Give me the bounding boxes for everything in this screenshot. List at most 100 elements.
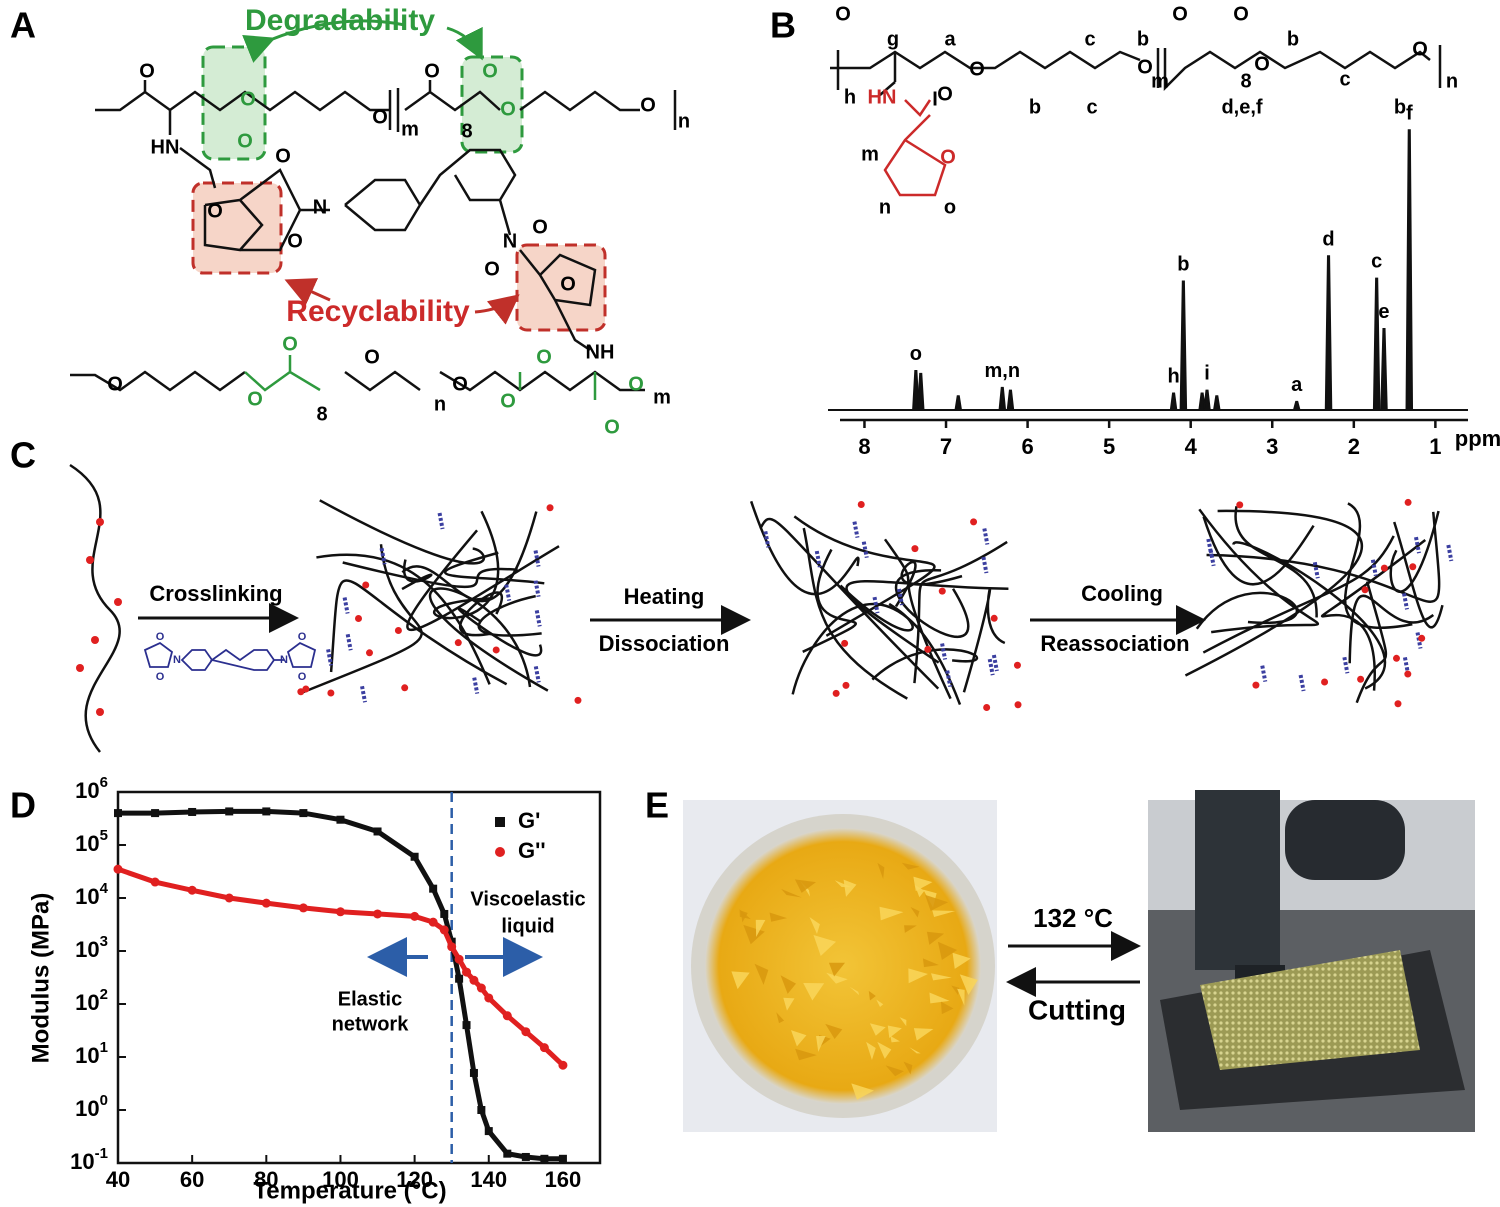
reactive-site <box>832 689 840 697</box>
data-point <box>299 809 308 818</box>
photo-detail <box>816 1035 826 1052</box>
data-point <box>469 975 479 985</box>
x-tick-label: 2 <box>1348 434 1360 459</box>
atom-label: b <box>1137 28 1149 50</box>
tick-base: 10 <box>75 1043 99 1068</box>
polymer-chain <box>871 648 979 681</box>
data-point <box>454 954 464 964</box>
photo-detail <box>776 1012 785 1024</box>
atom-label: n <box>879 196 891 218</box>
atom-label: O <box>1233 3 1249 25</box>
plot-frame <box>116 790 602 1165</box>
photo-detail <box>869 1023 886 1036</box>
reactive-site <box>1392 654 1400 662</box>
data-point <box>447 942 457 952</box>
photo-detail <box>813 934 837 957</box>
atom-label: O <box>484 258 500 280</box>
tick-base: 10 <box>75 937 99 962</box>
arrow <box>284 278 331 306</box>
panel-e: 132 °C Cutting <box>683 790 1475 1132</box>
crosslink <box>991 654 999 672</box>
photo-detail <box>743 924 765 945</box>
reactive-site <box>1380 564 1388 572</box>
data-point <box>428 917 438 927</box>
data-point <box>114 809 122 818</box>
crosslink <box>852 521 860 539</box>
data-point <box>502 1011 512 1021</box>
crosslink <box>472 677 480 694</box>
photo-detail <box>957 988 965 1006</box>
crosslink <box>533 665 541 683</box>
tick-exponent: 3 <box>100 933 108 950</box>
crosslink <box>1446 544 1454 562</box>
peak <box>1380 328 1388 411</box>
highlight-box <box>201 45 267 161</box>
x-axis-title: Temperature (°C) <box>253 1177 446 1204</box>
peak-label: b <box>1177 253 1189 275</box>
atom-label: O <box>969 58 985 80</box>
step-label: Dissociation <box>599 631 730 656</box>
polymer-chain <box>1206 511 1441 603</box>
polymer-chain <box>845 580 1009 664</box>
polymer-chain <box>1320 538 1427 691</box>
reactive-site <box>1394 700 1402 708</box>
peak-label: m,n <box>985 360 1021 382</box>
peak <box>1169 392 1178 411</box>
photo-detail <box>1195 790 1280 970</box>
data-point <box>410 852 419 861</box>
reactive-site <box>924 645 932 653</box>
photo-detail <box>849 986 860 996</box>
peak-label: o <box>910 343 922 365</box>
data-point <box>484 1127 493 1136</box>
polymer-chain <box>1184 509 1364 677</box>
panel-label: E <box>645 785 669 826</box>
data-point <box>113 864 123 874</box>
atom-label: O <box>107 373 123 395</box>
atom-label: O <box>287 230 303 252</box>
peak-label: a <box>1291 374 1303 396</box>
crosslink <box>1342 656 1350 674</box>
x-tick-label: 6 <box>1021 434 1033 459</box>
atom-label: HN <box>868 86 897 108</box>
data-point <box>558 1060 568 1070</box>
atom-label: m <box>401 118 419 140</box>
atom-label: O <box>247 388 263 410</box>
legend-label: G'' <box>518 838 546 863</box>
atom-label: n <box>678 110 690 132</box>
atom-label: N <box>280 654 288 666</box>
reactive-site <box>546 504 554 512</box>
atom-label: O <box>298 671 307 683</box>
photo-detail <box>913 876 933 892</box>
crosslink <box>1402 657 1410 674</box>
peak <box>1006 389 1015 411</box>
polymer-chain <box>894 569 970 639</box>
photo-detail <box>952 952 971 969</box>
atom-label: O <box>452 373 468 395</box>
photo-detail <box>925 894 949 911</box>
photo-detail <box>937 941 958 960</box>
data-point <box>521 1027 531 1037</box>
tick-base: 10 <box>75 1096 99 1121</box>
arrow <box>474 294 520 325</box>
reactive-site <box>574 696 582 704</box>
x-tick-label: 140 <box>470 1167 507 1192</box>
bond <box>388 88 677 132</box>
polymer-chain <box>1234 506 1318 618</box>
polymer-chain <box>962 588 1006 693</box>
step-label: Heating <box>624 584 705 609</box>
photo-detail <box>851 1083 874 1100</box>
peak <box>1203 389 1211 411</box>
reactive-site <box>86 556 94 564</box>
atom-label: O <box>298 631 307 643</box>
crosslink <box>1206 538 1214 556</box>
photo-detail <box>783 997 795 1011</box>
atom-label: m <box>1151 70 1169 92</box>
data-point <box>503 1149 512 1158</box>
photo-detail <box>903 1061 913 1075</box>
atom-label: O <box>139 60 155 82</box>
photo-detail <box>866 1041 876 1060</box>
tick-exponent: 6 <box>100 774 108 791</box>
atom-label: O <box>275 145 291 167</box>
atom-label: O <box>482 60 498 82</box>
crosslink <box>1402 593 1409 610</box>
